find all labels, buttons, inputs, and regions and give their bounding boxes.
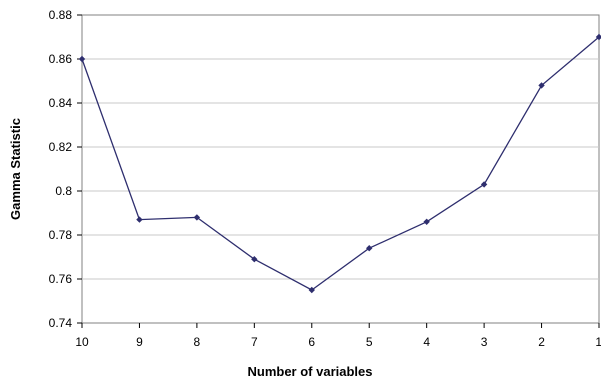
y-tick-label: 0.78 bbox=[49, 228, 73, 242]
x-tick-label: 3 bbox=[481, 335, 488, 349]
series-layer bbox=[78, 33, 601, 294]
y-tick-label: 0.86 bbox=[49, 52, 73, 66]
y-tick-label: 0.82 bbox=[49, 140, 73, 154]
x-tick-label: 7 bbox=[251, 335, 258, 349]
data-point bbox=[538, 82, 545, 89]
data-point bbox=[78, 55, 86, 63]
x-tick-label: 10 bbox=[75, 335, 89, 349]
data-point bbox=[480, 181, 488, 188]
data-point bbox=[308, 286, 315, 294]
x-tick-label: 1 bbox=[595, 335, 601, 349]
gridlines bbox=[82, 58, 599, 280]
data-point bbox=[193, 214, 201, 221]
data-point bbox=[366, 245, 373, 252]
y-tick-label: 0.8 bbox=[55, 184, 72, 198]
x-tick-label: 6 bbox=[308, 335, 315, 349]
y-tick-label: 0.74 bbox=[49, 316, 73, 330]
x-axis-title: Number of variables bbox=[248, 364, 373, 379]
data-point bbox=[595, 33, 601, 41]
x-tick-label: 2 bbox=[538, 335, 545, 349]
x-tick-label: 4 bbox=[423, 335, 430, 349]
y-tick-label: 0.76 bbox=[49, 272, 73, 286]
x-tick-label: 5 bbox=[366, 335, 373, 349]
plot-area bbox=[81, 14, 600, 324]
y-axis-ticks: 0.74 0.76 0.78 0.8 0.82 0.84 0.86 0.88 bbox=[49, 8, 82, 330]
x-axis-ticks: 10 9 8 7 6 5 4 3 2 1 bbox=[75, 323, 601, 349]
data-point bbox=[136, 216, 143, 223]
data-point bbox=[423, 218, 430, 225]
y-tick-label: 0.88 bbox=[49, 8, 73, 22]
x-tick-label: 9 bbox=[136, 335, 143, 349]
data-point bbox=[251, 256, 258, 263]
x-tick-label: 8 bbox=[194, 335, 201, 349]
y-axis-title: Gamma Statistic bbox=[8, 118, 23, 220]
y-tick-label: 0.84 bbox=[49, 96, 73, 110]
series-line bbox=[81, 36, 600, 291]
